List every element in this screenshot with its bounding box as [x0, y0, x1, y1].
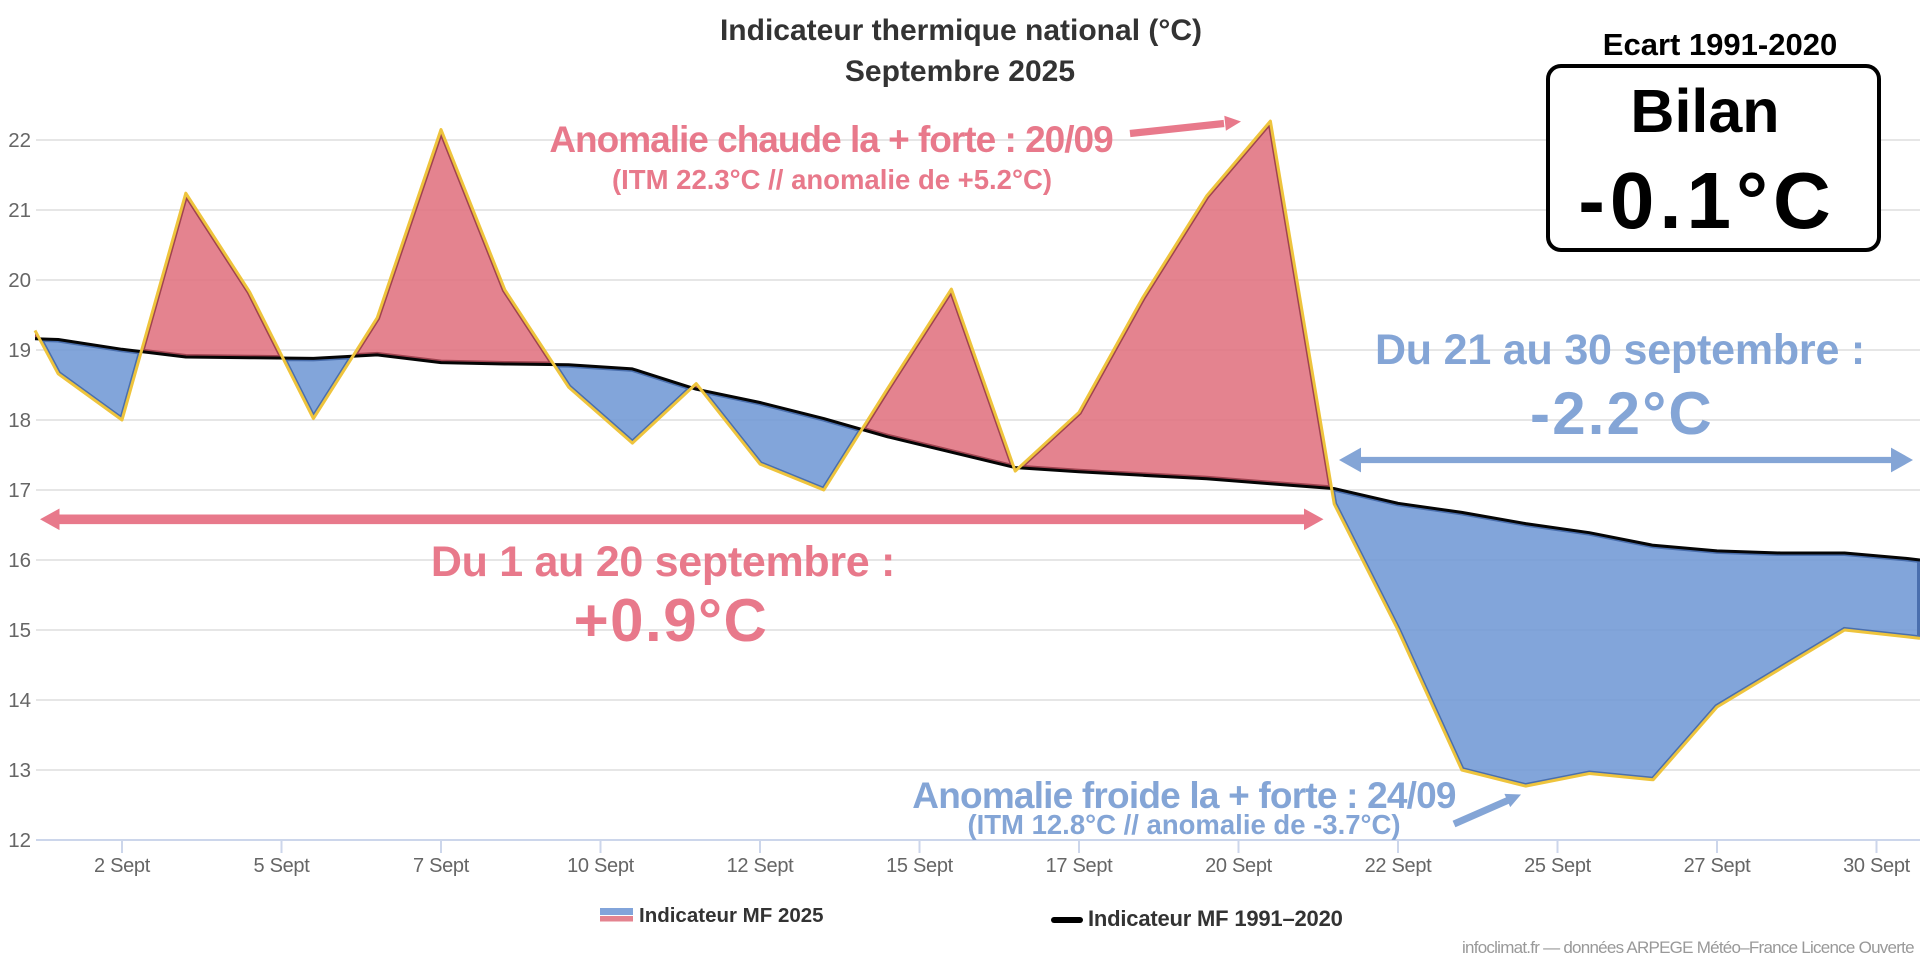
- svg-text:2 Sept: 2 Sept: [94, 855, 151, 877]
- svg-text:10 Sept: 10 Sept: [567, 855, 635, 877]
- svg-text:Indicateur MF 1991–2020: Indicateur MF 1991–2020: [1088, 906, 1343, 931]
- svg-text:14: 14: [8, 689, 31, 712]
- svg-text:30 Sept: 30 Sept: [1843, 855, 1911, 877]
- svg-text:Indicateur MF 2025: Indicateur MF 2025: [639, 904, 824, 927]
- svg-text:Du 21 au 30 septembre :: Du 21 au 30 septembre :: [1375, 326, 1865, 374]
- svg-text:19: 19: [8, 339, 31, 362]
- svg-text:+0.9°C: +0.9°C: [574, 587, 769, 654]
- svg-text:Bilan: Bilan: [1630, 77, 1779, 145]
- svg-text:Anomalie chaude la + forte : 2: Anomalie chaude la + forte : 20/09: [549, 119, 1113, 160]
- svg-text:27 Sept: 27 Sept: [1684, 855, 1752, 877]
- svg-text:(ITM 22.3°C // anomalie de +5.: (ITM 22.3°C // anomalie de +5.2°C): [612, 164, 1052, 195]
- svg-text:16: 16: [8, 549, 31, 572]
- svg-text:Septembre 2025: Septembre 2025: [845, 55, 1075, 88]
- svg-text:12 Sept: 12 Sept: [727, 855, 795, 877]
- svg-text:20: 20: [8, 269, 31, 292]
- svg-text:22 Sept: 22 Sept: [1365, 855, 1433, 877]
- svg-text:Du 1 au 20 septembre :: Du 1 au 20 septembre :: [431, 538, 895, 586]
- svg-text:15 Sept: 15 Sept: [886, 855, 954, 877]
- svg-text:Indicateur thermique national: Indicateur thermique national (°C): [720, 14, 1202, 47]
- svg-text:-0.1°C: -0.1°C: [1578, 156, 1836, 245]
- svg-text:13: 13: [8, 759, 31, 782]
- svg-text:12: 12: [8, 829, 31, 852]
- svg-text:Ecart 1991-2020: Ecart 1991-2020: [1603, 27, 1837, 62]
- svg-text:infoclimat.fr — données ARPEGE: infoclimat.fr — données ARPEGE Météo–Fra…: [1462, 938, 1914, 957]
- svg-text:Anomalie froide la + forte : 2: Anomalie froide la + forte : 24/09: [912, 775, 1456, 816]
- svg-text:22: 22: [8, 129, 31, 152]
- svg-text:21: 21: [8, 199, 31, 222]
- svg-text:25 Sept: 25 Sept: [1524, 855, 1592, 877]
- svg-text:7 Sept: 7 Sept: [413, 855, 470, 877]
- svg-text:-2.2°C: -2.2°C: [1530, 380, 1714, 447]
- svg-text:(ITM 12.8°C // anomalie de -3.: (ITM 12.8°C // anomalie de -3.7°C): [967, 809, 1400, 840]
- svg-text:17 Sept: 17 Sept: [1046, 855, 1114, 877]
- svg-text:15: 15: [8, 619, 31, 642]
- svg-text:5 Sept: 5 Sept: [253, 855, 310, 877]
- svg-text:20 Sept: 20 Sept: [1205, 855, 1273, 877]
- svg-text:18: 18: [8, 409, 31, 432]
- svg-text:17: 17: [8, 479, 31, 502]
